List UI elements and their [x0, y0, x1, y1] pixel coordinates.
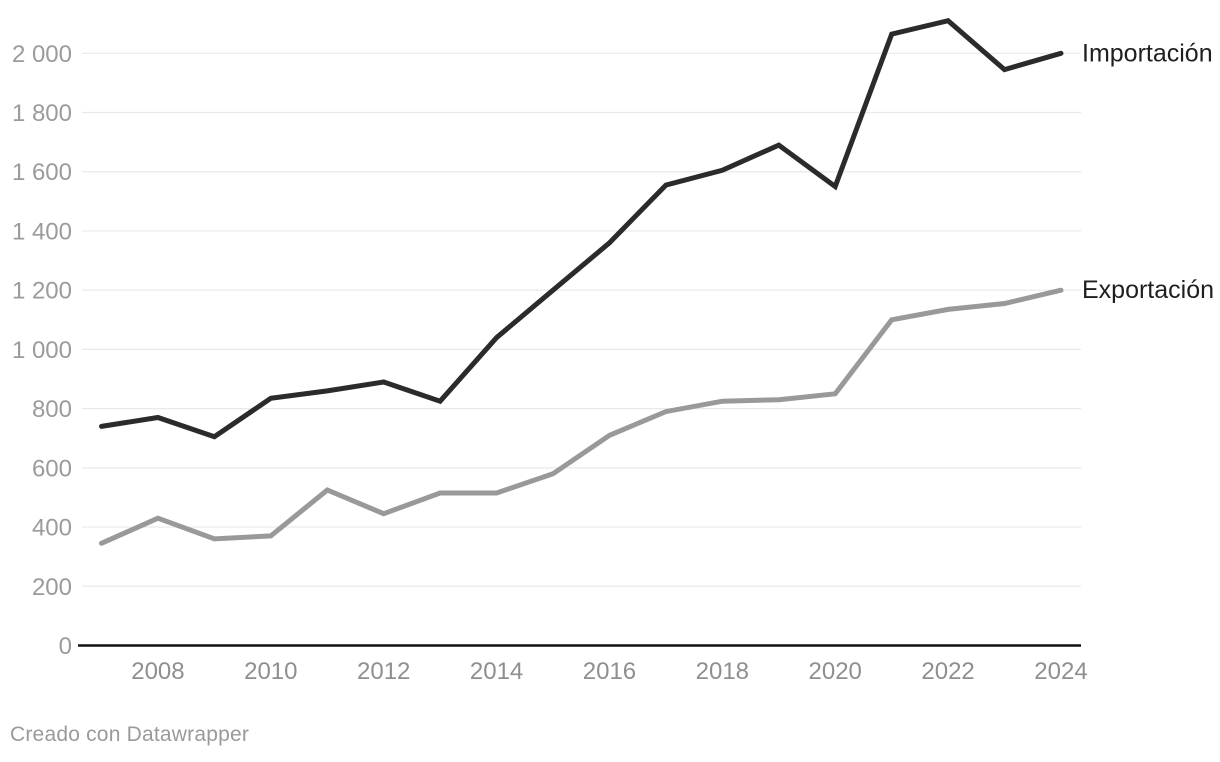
- x-tick-label: 2016: [583, 658, 636, 685]
- series-label-importacin: Importación: [1082, 39, 1213, 67]
- series-line-exportacin: [99, 287, 1064, 546]
- y-tick-label: 0: [59, 633, 72, 660]
- y-tick-label: 1 400: [12, 218, 72, 245]
- y-tick-label: 200: [32, 574, 72, 601]
- x-tick-label: 2020: [809, 658, 862, 685]
- x-tick-label: 2022: [921, 658, 974, 685]
- x-tick-label: 2012: [357, 658, 410, 685]
- x-tick-label: 2010: [244, 658, 297, 685]
- x-tick-label: 2008: [131, 658, 184, 685]
- y-tick-label: 1 000: [12, 337, 72, 364]
- y-tick-label: 600: [32, 455, 72, 482]
- x-tick-label: 2018: [696, 658, 749, 685]
- datawrapper-credit: Creado con Datawrapper: [10, 723, 250, 746]
- y-tick-label: 1 800: [12, 100, 72, 127]
- y-tick-label: 400: [32, 515, 72, 542]
- y-tick-label: 1 200: [12, 278, 72, 305]
- y-tick-label: 1 600: [12, 159, 72, 186]
- series-line-importacin: [99, 17, 1064, 440]
- series-label-exportacin: Exportación: [1082, 276, 1214, 304]
- y-tick-label: 800: [32, 396, 72, 423]
- x-tick-label: 2024: [1034, 658, 1087, 685]
- x-tick-label: 2014: [470, 658, 523, 685]
- y-tick-label: 2 000: [12, 41, 72, 68]
